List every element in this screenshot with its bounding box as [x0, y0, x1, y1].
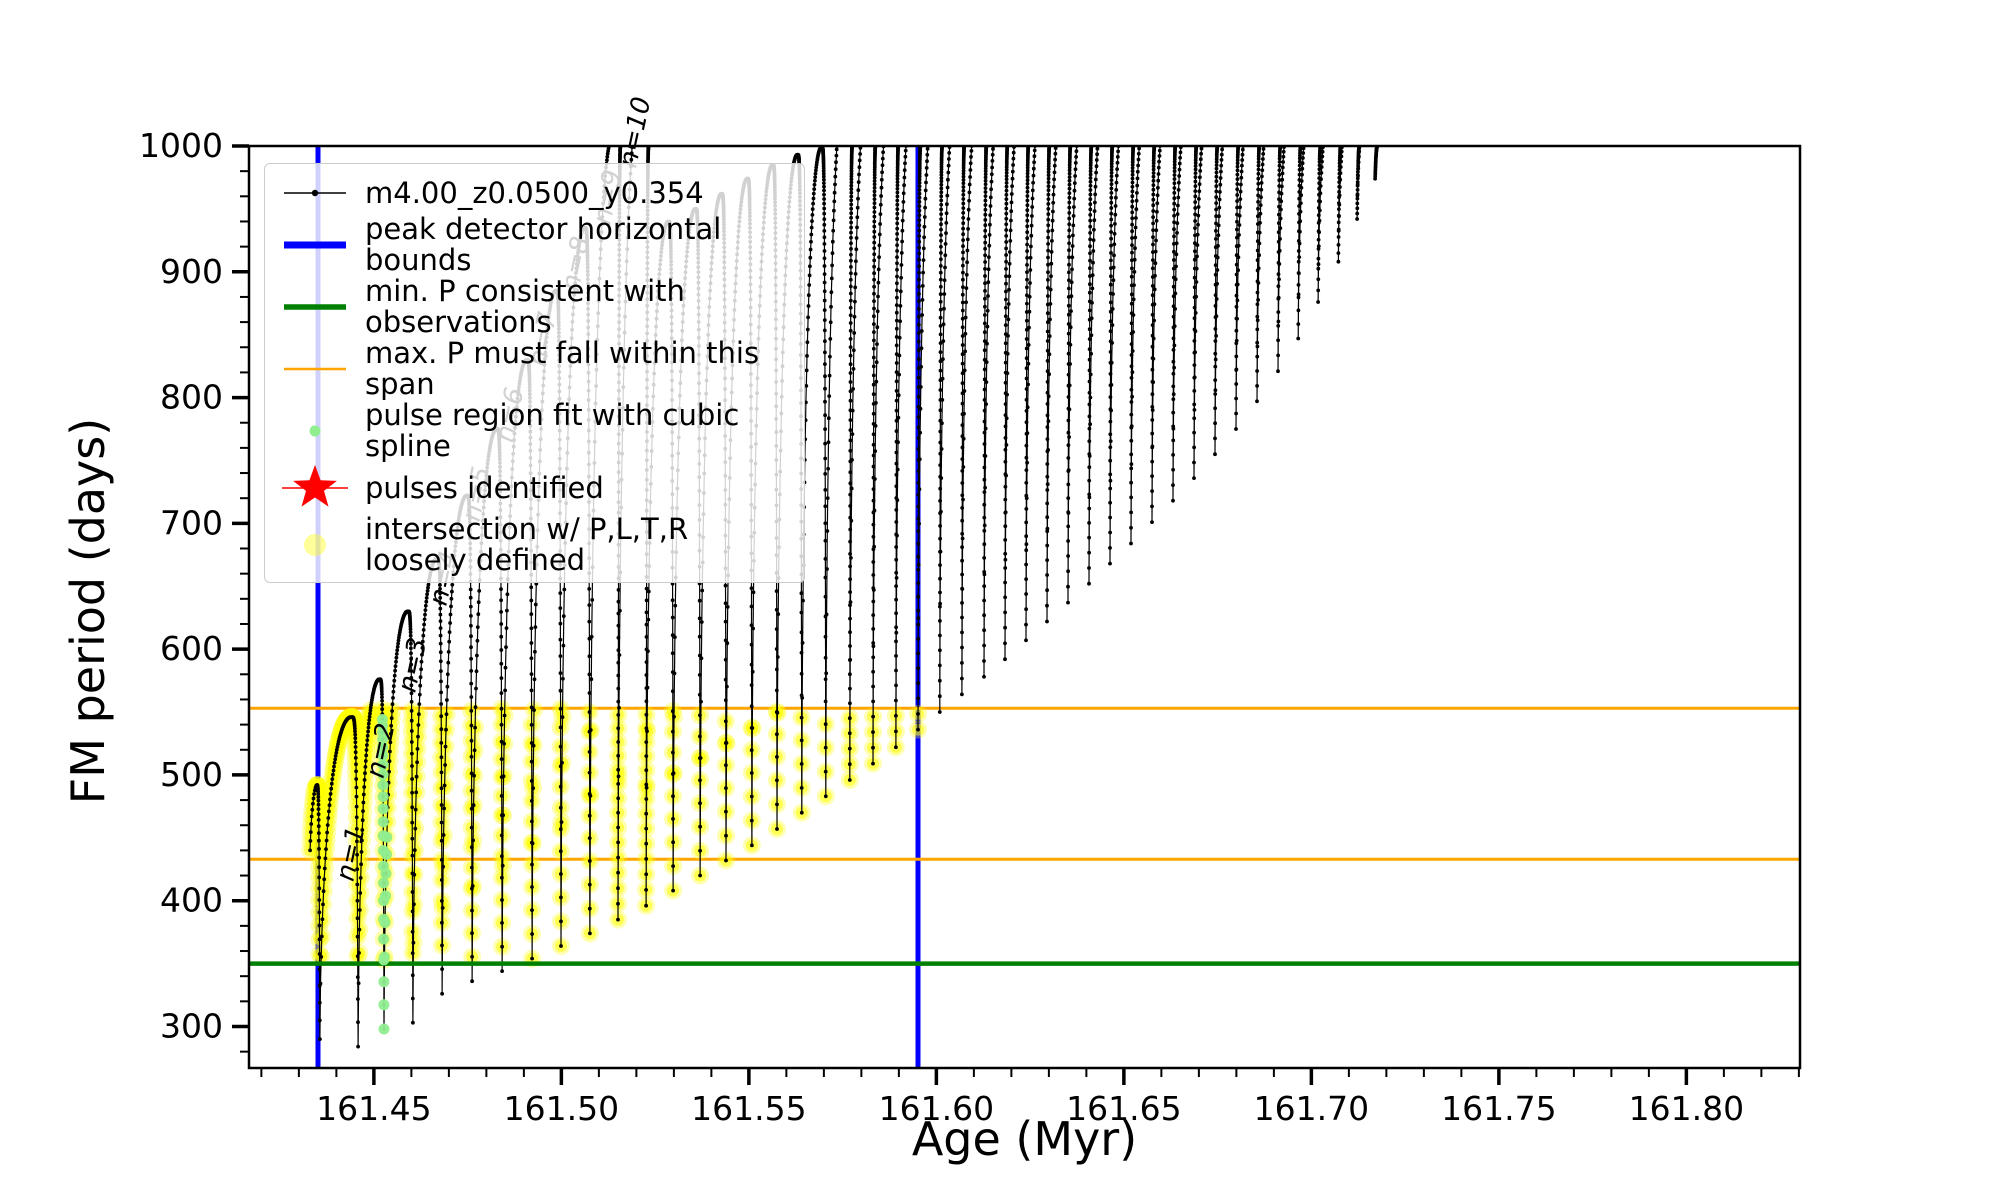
legend-marker-line: [265, 227, 365, 263]
y-tick-label: 400: [160, 881, 223, 920]
y-tick-label: 800: [160, 378, 223, 417]
legend-marker-dot: [265, 527, 365, 563]
legend-label: m4.00_z0.0500_y0.354: [365, 175, 704, 210]
legend-marker-line: [265, 351, 365, 387]
x-tick-label: 161.75: [1441, 1089, 1556, 1128]
x-tick-label: 161.70: [1254, 1089, 1369, 1128]
legend-item-5: pulses identified: [265, 462, 804, 514]
legend-item-1: peak detector horizontal bounds: [265, 214, 804, 276]
legend-label: max. P must fall within this span: [365, 336, 760, 401]
y-tick-label: 700: [160, 503, 223, 542]
legend: m4.00_z0.0500_y0.354 peak detector horiz…: [264, 163, 805, 583]
legend-item-4: pulse region fit with cubic spline: [265, 400, 804, 462]
legend-item-0: m4.00_z0.0500_y0.354: [265, 172, 804, 214]
legend-label: min. P consistent with observations: [365, 274, 685, 339]
legend-marker-line: [265, 289, 365, 325]
y-axis-label: FM period (days): [61, 417, 115, 805]
legend-label: intersection w/ P,L,T,R loosely defined: [365, 512, 689, 577]
y-tick-label: 300: [160, 1006, 223, 1045]
pulse-label-n10: n=10: [613, 94, 657, 170]
legend-label: pulses identified: [365, 470, 604, 505]
legend-marker-dot: [265, 413, 365, 449]
x-tick-label: 161.65: [1066, 1089, 1181, 1128]
y-tick-label: 500: [160, 755, 223, 794]
legend-item-3: max. P must fall within this span: [265, 338, 804, 400]
legend-item-6: intersection w/ P,L,T,R loosely defined: [265, 514, 804, 576]
legend-item-2: min. P consistent with observations: [265, 276, 804, 338]
x-tick-label: 161.55: [691, 1089, 806, 1128]
x-axis-label: Age (Myr): [911, 1112, 1138, 1166]
y-tick-label: 900: [160, 252, 223, 291]
legend-marker-star-line: [265, 462, 365, 514]
x-tick-label: 161.45: [316, 1089, 431, 1128]
y-tick-label: 1000: [139, 126, 223, 165]
x-tick-label: 161.60: [879, 1089, 994, 1128]
legend-label: peak detector horizontal bounds: [365, 212, 722, 277]
y-tick-label: 600: [160, 629, 223, 668]
legend-marker-line-dot: [265, 175, 365, 211]
x-tick-label: 161.80: [1629, 1089, 1744, 1128]
x-tick-label: 161.50: [504, 1089, 619, 1128]
legend-label: pulse region fit with cubic spline: [365, 398, 740, 463]
